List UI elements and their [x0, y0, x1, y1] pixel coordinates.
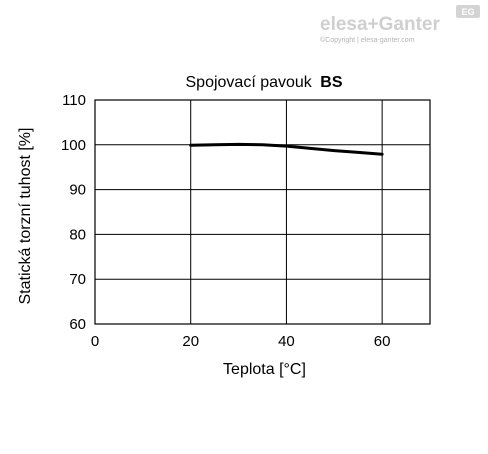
y-tick-label: 60 [69, 316, 86, 333]
y-tick-label: 110 [62, 92, 86, 109]
y-tick-label: 100 [61, 137, 86, 154]
x-axis-title: Teplota [°C] [223, 361, 306, 378]
y-tick-label: 90 [69, 182, 86, 199]
series-layer [189, 142, 384, 156]
x-tick-label: 20 [182, 333, 199, 350]
brand-logo-text: elesa+Ganter [320, 14, 440, 35]
chart-title-bold: BS [320, 74, 343, 91]
y-tick-label: 70 [69, 271, 86, 288]
brand-logo: elesa+Ganter EG ©Copyright | elesa-gante… [320, 5, 480, 44]
plot-frame [94, 99, 431, 325]
grid-lines [94, 99, 430, 325]
chart-title: Spojovací pavouk BS [186, 74, 343, 91]
y-axis-title: Statická torzní tuhost [%] [17, 128, 34, 305]
series-line [189, 142, 384, 156]
y-tick-label: 80 [69, 226, 86, 243]
x-tick-label: 0 [91, 333, 99, 350]
tick-labels: 60 70 80 90 100 110 0 20 40 60 [61, 92, 391, 350]
copyright-text: ©Copyright | elesa-ganter.com [320, 36, 415, 44]
x-tick-label: 40 [278, 333, 295, 350]
x-tick-label: 60 [374, 333, 391, 350]
brand-badge-icon [456, 5, 480, 18]
chart-title-main: Spojovací pavouk [186, 74, 313, 91]
brand-badge-text: EG [461, 7, 474, 17]
